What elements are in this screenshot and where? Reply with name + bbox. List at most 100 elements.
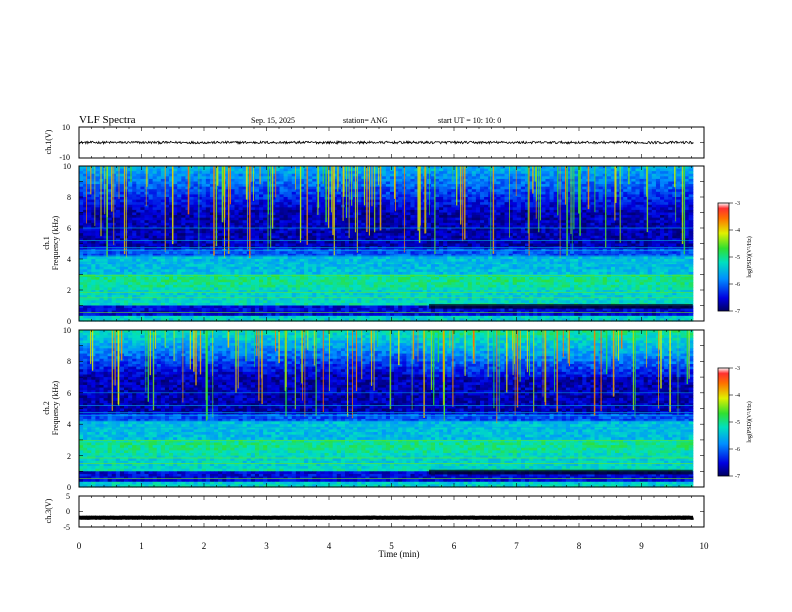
spectrogram-cell: [447, 184, 452, 188]
spectrogram-cell: [406, 184, 412, 188]
spectrogram-cell: [467, 181, 473, 185]
spectrogram-cell: [287, 199, 293, 203]
spectrogram-cell: [520, 191, 526, 196]
spectrogram-cell: [434, 186, 440, 190]
spectrogram-cell: [606, 186, 612, 190]
spectrogram-cell: [238, 184, 244, 188]
spectrogram-cell: [304, 199, 309, 203]
spectrogram-cell: [107, 197, 113, 201]
spectrogram-cell: [169, 171, 174, 175]
spectrogram-cell: [688, 184, 694, 188]
spectrogram-cell: [164, 181, 170, 185]
spectrogram-cell: [643, 176, 649, 180]
spectrogram-cell: [308, 181, 313, 185]
spectrogram-cell: [430, 189, 436, 193]
spectrogram-cell: [308, 166, 313, 170]
spectrogram-cell: [361, 184, 367, 188]
spectrogram-cell: [177, 204, 182, 208]
spectrogram-cell: [95, 197, 101, 201]
spectrogram-cell: [615, 176, 620, 180]
spectrogram-cell: [439, 191, 444, 196]
start-time-label: start UT = 10: 10: 0: [438, 116, 501, 125]
spectrogram-cell: [328, 194, 334, 198]
spectrogram-cell: [504, 199, 510, 203]
spectrogram-cell: [492, 184, 497, 188]
figure-title: VLF Spectra: [79, 114, 136, 126]
ch1-voltage-ticks: [78, 126, 705, 159]
spectrogram-cell: [185, 186, 191, 190]
spectrogram-cell: [410, 189, 416, 193]
spectrogram-cell: [541, 168, 547, 172]
spectrogram-cell: [676, 181, 682, 185]
spectrogram-cell: [484, 194, 489, 198]
spectrogram-cell: [164, 166, 170, 170]
spectrogram-cell: [164, 176, 170, 180]
spectrogram-cell: [95, 173, 101, 177]
spectrogram-cell: [299, 181, 305, 185]
spectrogram-cell: [267, 204, 272, 208]
spectrogram-cell: [430, 171, 436, 175]
spectrogram-cell: [414, 191, 420, 196]
spectrogram-cell: [643, 202, 649, 206]
spectrogram-cell: [119, 194, 125, 198]
spectrogram-cell: [308, 194, 313, 198]
spectrogram-cell: [344, 173, 350, 177]
spectrogram-cell: [267, 186, 272, 190]
spectrogram-cell: [304, 194, 309, 198]
spectrogram-cell: [516, 166, 522, 170]
spectrogram-cell: [201, 171, 207, 175]
spectrogram-cell: [304, 202, 309, 206]
spectrogram-cell: [541, 189, 547, 193]
spectrogram-cell: [475, 171, 481, 175]
spectrogram-cell: [529, 176, 534, 180]
spectrogram-cell: [271, 191, 276, 196]
spectrogram-cell: [647, 197, 653, 201]
spectrogram-cell: [582, 166, 587, 170]
spectrogram-cell: [99, 194, 105, 198]
spectrogram-cell: [451, 176, 457, 180]
spectrogram-cell: [635, 184, 641, 188]
spectrogram-cell: [467, 184, 473, 188]
spectrogram-cell: [357, 176, 362, 180]
spectrogram-cell: [549, 186, 555, 190]
spectrogram-cell: [201, 168, 207, 172]
spectrogram-cell: [230, 178, 236, 183]
spectrogram-cell: [430, 173, 436, 177]
spectrogram-cell: [496, 173, 502, 177]
spectrogram-cell: [451, 171, 457, 175]
spectrogram-cell: [254, 197, 260, 201]
spectrogram-cell: [541, 199, 547, 203]
spectrogram-cell: [672, 197, 677, 201]
spectrogram-cell: [467, 202, 473, 206]
spectrogram-cell: [426, 202, 432, 206]
spectrogram-cell: [598, 181, 604, 185]
spectrogram-cell: [361, 178, 367, 183]
spectrogram-cell: [156, 166, 162, 170]
spectrogram-cell: [271, 166, 276, 170]
spectrogram-cell: [590, 186, 596, 190]
spectrogram-cell: [398, 168, 403, 172]
spectrogram-cell: [459, 186, 465, 190]
spectrogram-cell: [385, 168, 391, 172]
spectrogram-cell: [500, 202, 506, 206]
spectrogram-cell: [271, 202, 276, 206]
spectrogram-cell: [181, 191, 186, 196]
spectrogram-cell: [83, 173, 88, 177]
spectrogram-cell: [496, 168, 502, 172]
spectrogram-cell: [148, 204, 154, 208]
spectrogram-cell: [148, 184, 154, 188]
spectrogram-cell: [434, 171, 440, 175]
spectrogram-cell: [394, 168, 399, 172]
spectrogram-cell: [410, 191, 416, 196]
spectrogram-cell: [283, 189, 289, 193]
spectrogram-cell: [414, 199, 420, 203]
spectrogram-cell: [365, 176, 371, 180]
spectrogram-cell: [234, 189, 240, 193]
spectrogram-cell: [357, 204, 362, 208]
spectrogram-cell: [484, 189, 489, 193]
spectrogram-cell: [660, 202, 665, 206]
spectrogram-cell: [684, 191, 690, 196]
spectrogram-cell: [664, 181, 669, 185]
spectrogram-cell: [414, 189, 420, 193]
spectrogram-cell: [639, 194, 645, 198]
